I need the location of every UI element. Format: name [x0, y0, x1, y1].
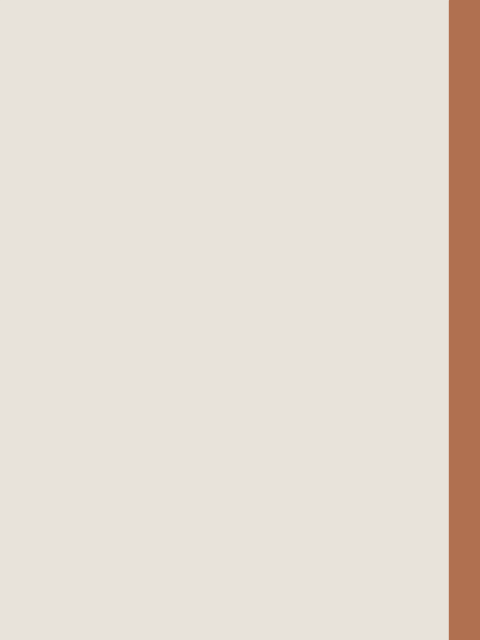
Text: The C. V. Mosby Company: The C. V. Mosby Company — [217, 478, 436, 495]
Text: St. Louis, 1961: St. Louis, 1961 — [244, 507, 371, 524]
Text: DIFFERENTIATION BETWEEN NORMAL AND: DIFFERENTIATION BETWEEN NORMAL AND — [24, 298, 480, 323]
Text: Professor of Physiological Hygiene, University of Minnesota,: Professor of Physiological Hygiene, Univ… — [131, 189, 480, 202]
Text: Hospital, Minneapolis, Minn.: Hospital, Minneapolis, Minn. — [226, 252, 398, 265]
Text: Ernst Simonson, M.D.: Ernst Simonson, M.D. — [252, 163, 439, 177]
Text: ABNORMAL IN ELECTROCARDIOGRAPHY: ABNORMAL IN ELECTROCARDIOGRAPHY — [24, 328, 480, 353]
Text: Minneapolis, Minn.; Consultant in Electrocardiography: Minneapolis, Minn.; Consultant in Electr… — [147, 210, 477, 223]
Text: ILLUSTRATED: ILLUSTRATED — [313, 394, 407, 406]
Text: at Mt. Sinai Hospital and Veterans Administration: at Mt. Sinai Hospital and Veterans Admin… — [163, 231, 461, 244]
Text: Antikvarium.hu: Antikvarium.hu — [19, 616, 115, 628]
